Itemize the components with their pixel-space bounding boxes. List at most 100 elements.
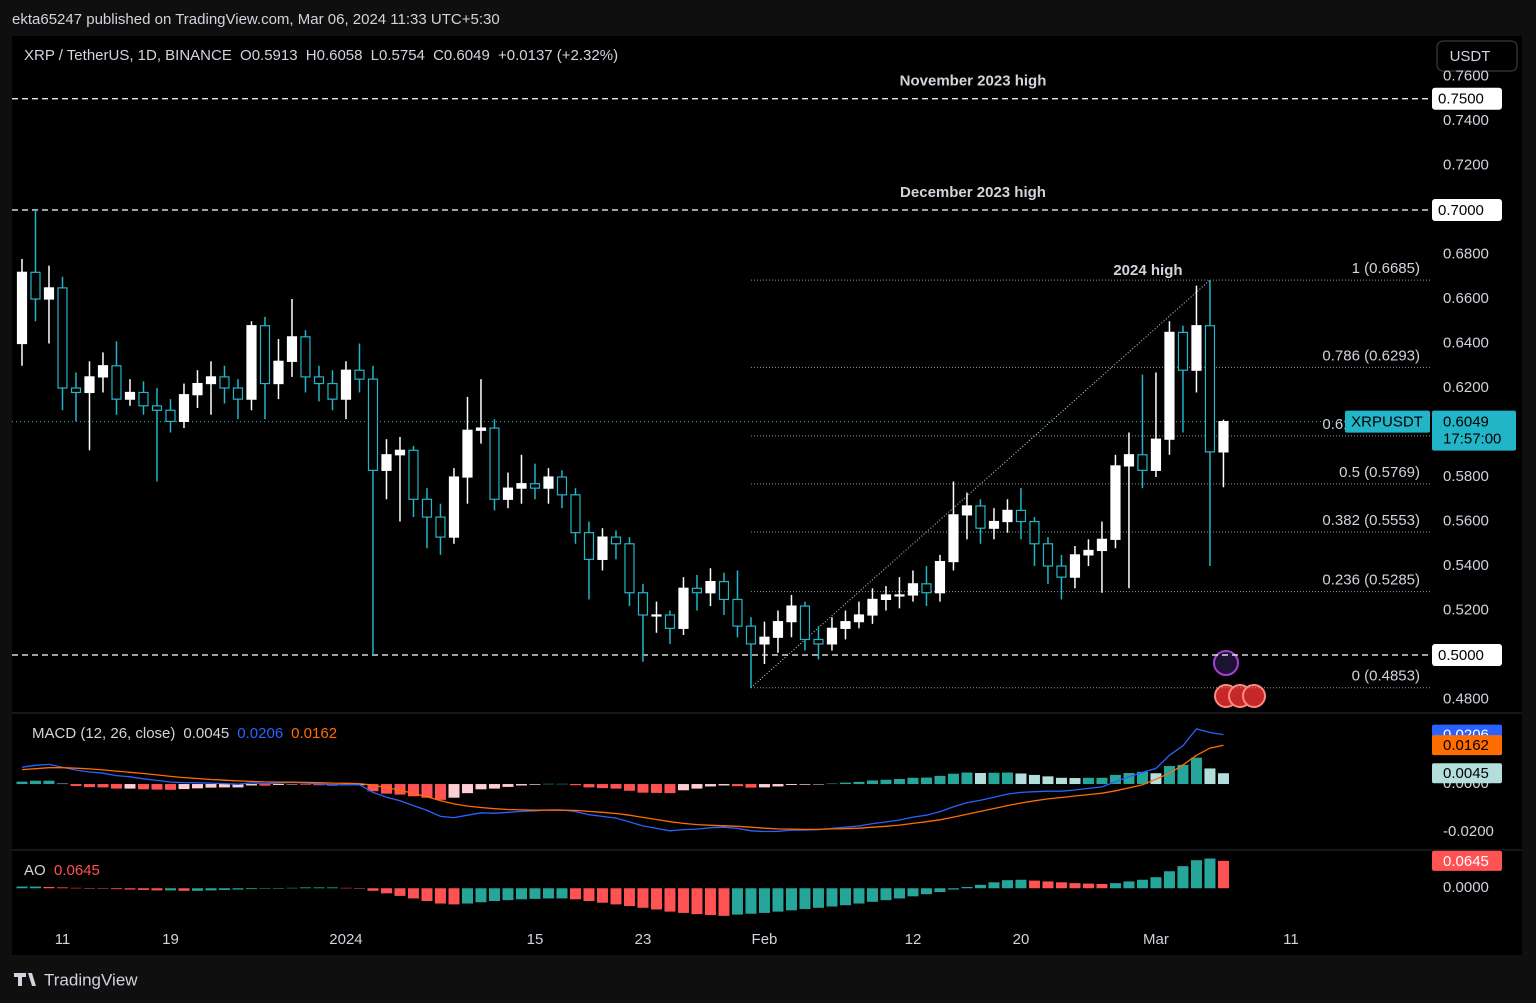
candle-body — [664, 614, 676, 629]
y-tick-label: 0.6200 — [1443, 379, 1489, 396]
candle-body — [192, 382, 203, 396]
fib-label: 0.5 (0.5769) — [1339, 464, 1420, 481]
ao-bar — [1109, 883, 1121, 889]
ao-bar — [893, 888, 905, 899]
symbol-tag-label: XRPUSDT — [1351, 414, 1423, 431]
ao-bar — [569, 888, 581, 900]
level-tag — [1432, 644, 1502, 667]
publisher: ekta65247 published on TradingView.com, … — [12, 11, 500, 28]
candle-body — [1002, 509, 1013, 523]
event-icon[interactable] — [1213, 650, 1239, 676]
legend-value: 0.6058 — [317, 47, 363, 64]
ao-bar — [137, 888, 149, 890]
ao-bar — [718, 888, 730, 916]
ao-bar — [313, 887, 325, 889]
ao-bar — [812, 888, 824, 908]
ao-bar — [664, 888, 676, 912]
macd-histogram-bar — [475, 784, 487, 790]
candle-body — [651, 614, 662, 617]
candle-body — [1042, 543, 1054, 567]
legend-change: +0.0137 (+2.32%) — [498, 47, 618, 64]
candle-body — [1069, 554, 1081, 578]
candle-body — [367, 378, 379, 471]
ao-bar — [907, 888, 919, 897]
countdown-label: 17:57:00 — [1443, 431, 1501, 448]
candle-body — [543, 476, 554, 489]
ao-bar — [1096, 884, 1108, 889]
ao-bar — [1217, 860, 1229, 889]
legend-key: O — [240, 47, 252, 64]
y-tick-label: 0.6600 — [1443, 290, 1489, 307]
macd-histogram-bar — [839, 782, 851, 785]
ao-bar — [394, 888, 406, 896]
macd-histogram-bar — [488, 784, 500, 789]
ao-bar — [961, 886, 973, 889]
macd-histogram-bar — [1123, 773, 1135, 785]
macd-histogram-bar — [151, 784, 163, 790]
x-tick-label: Mar — [1143, 931, 1169, 948]
macd-histogram-bar — [893, 779, 905, 785]
candle-body — [300, 336, 311, 378]
ao-bar — [43, 886, 55, 889]
candle-body — [745, 625, 757, 645]
ao-legend-value: 0.0645 — [54, 862, 100, 879]
ao-bar — [421, 888, 433, 901]
annotation: December 2023 high — [900, 184, 1046, 201]
candle-body — [718, 581, 730, 601]
y-tick-label: 0.6800 — [1443, 245, 1489, 262]
candle-body — [867, 598, 878, 616]
macd-histogram-bar — [529, 784, 541, 785]
ao-bar — [1136, 879, 1148, 889]
ao-bar — [245, 888, 257, 890]
macd-histogram-bar — [299, 784, 311, 785]
chart-background — [12, 36, 1522, 955]
candle-body — [556, 476, 568, 496]
macd-histogram-bar — [569, 784, 581, 786]
x-tick-label: 20 — [1013, 931, 1030, 948]
ao-bar — [934, 888, 946, 893]
y-tick-label: 0.5600 — [1443, 512, 1489, 529]
ao-bar — [623, 888, 635, 907]
annotation: 2024 high — [1113, 262, 1182, 279]
candle-body — [907, 583, 919, 596]
macd-histogram-bar — [556, 783, 568, 785]
candle-body — [489, 427, 500, 500]
ao-bar — [691, 888, 703, 915]
macd-histogram-bar — [826, 783, 838, 785]
ao-bar — [704, 888, 716, 916]
macd-legend-item: 0.0045 — [183, 725, 229, 742]
candle-body — [16, 271, 28, 345]
candle-body — [1015, 509, 1027, 523]
y-tick-label: 0.5800 — [1443, 468, 1489, 485]
ao-bar — [529, 888, 541, 899]
candle-body — [219, 376, 230, 389]
candle-body — [637, 592, 649, 616]
macd-histogram-bar — [1163, 766, 1175, 785]
fib-label: 0.236 (0.5285) — [1322, 572, 1420, 589]
currency-button[interactable] — [1436, 40, 1518, 72]
ao-bar — [232, 888, 244, 890]
ao-bar — [650, 888, 662, 910]
y-tick-label: 0.0000 — [1443, 879, 1489, 896]
ao-bar — [799, 888, 811, 910]
candle-body — [1096, 538, 1108, 552]
macd-histogram-bar — [259, 784, 271, 786]
candle-body — [678, 587, 689, 629]
y-tick-label: -0.0200 — [1443, 823, 1494, 840]
ao-bar — [745, 888, 757, 914]
candle-body — [921, 583, 932, 594]
currency-label[interactable]: USDT — [1450, 48, 1491, 65]
macd-histogram-bar — [56, 783, 68, 785]
candle-body — [1083, 549, 1094, 556]
event-icon[interactable] — [1242, 684, 1266, 708]
candle-body — [408, 449, 419, 500]
ao-bar — [218, 888, 230, 890]
candle-body — [894, 594, 905, 597]
x-tick-label: 2024 — [329, 931, 362, 948]
macd-histogram-bar — [1001, 772, 1013, 785]
ao-tag — [1432, 850, 1502, 871]
macd-histogram-bar — [1109, 774, 1121, 785]
ao-legend-label: AO — [24, 862, 46, 879]
macd-tag-label: 0.0162 — [1443, 737, 1489, 754]
ao-bar — [502, 888, 514, 901]
